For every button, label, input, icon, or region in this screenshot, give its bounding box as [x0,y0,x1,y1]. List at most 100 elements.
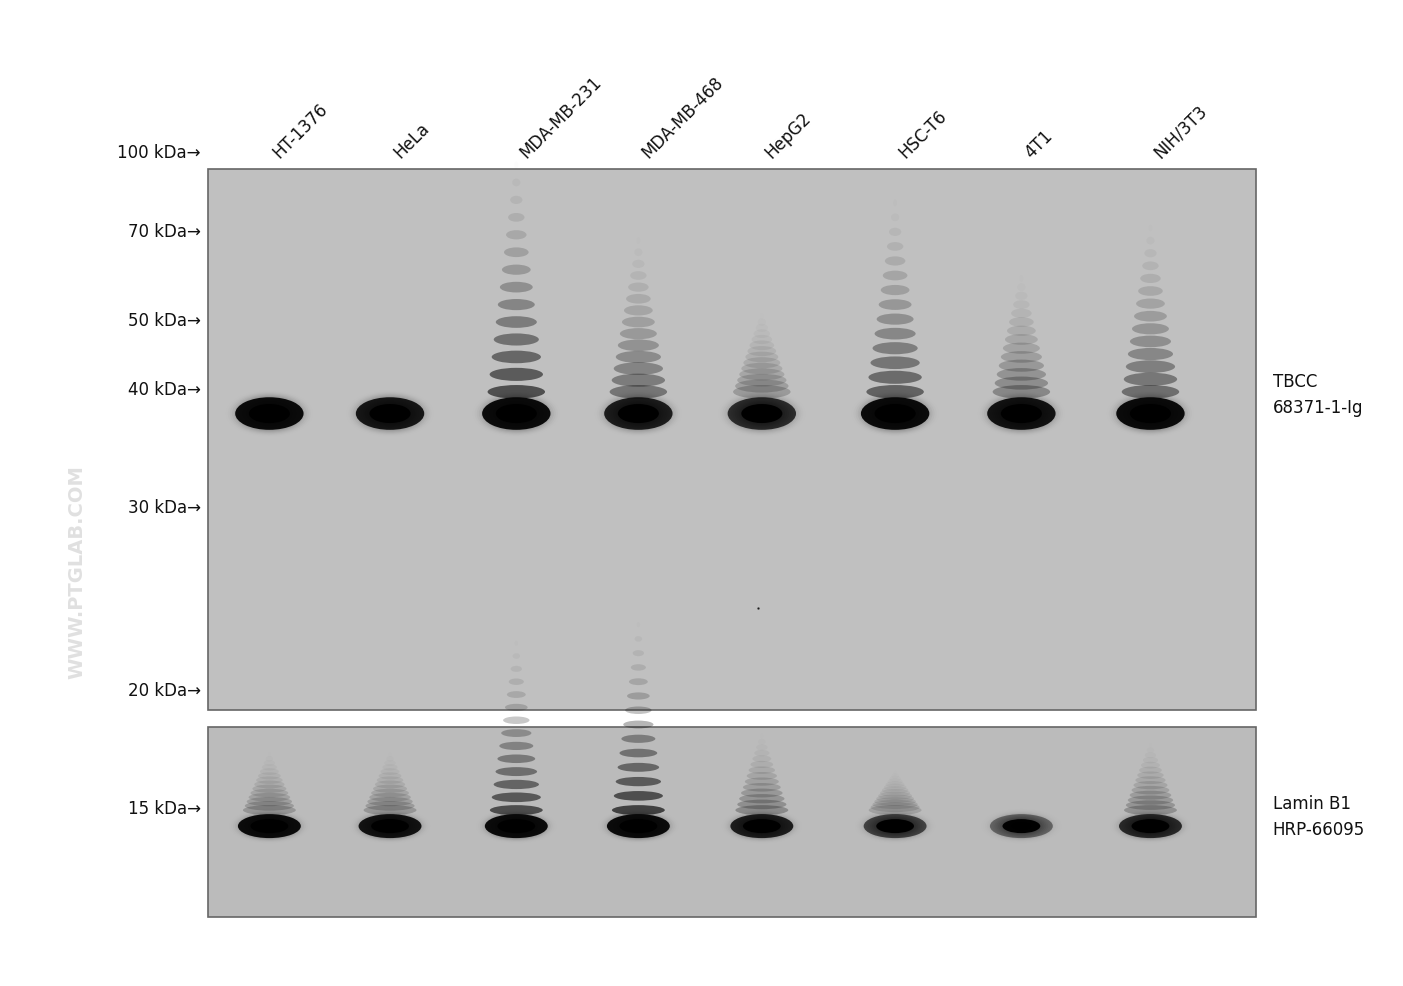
Text: 70 kDa→: 70 kDa→ [128,223,201,241]
Ellipse shape [504,248,529,257]
Ellipse shape [1009,407,1034,421]
Ellipse shape [488,386,544,399]
Ellipse shape [240,813,299,839]
Ellipse shape [1135,406,1166,422]
Ellipse shape [1122,386,1179,399]
Ellipse shape [626,407,651,421]
Ellipse shape [992,398,1051,430]
Ellipse shape [616,777,661,787]
Ellipse shape [986,811,1056,841]
Ellipse shape [887,409,904,419]
Ellipse shape [720,391,804,437]
Ellipse shape [884,821,906,831]
Ellipse shape [484,812,549,840]
Ellipse shape [612,814,665,838]
Ellipse shape [501,819,532,833]
Ellipse shape [870,815,920,837]
Ellipse shape [502,265,530,275]
Ellipse shape [481,811,551,841]
Text: HSC-T6: HSC-T6 [895,106,950,162]
Ellipse shape [873,800,918,810]
Ellipse shape [1136,299,1164,310]
Ellipse shape [1125,815,1176,837]
Ellipse shape [888,410,902,418]
Ellipse shape [382,409,398,419]
Ellipse shape [498,819,535,833]
Ellipse shape [749,767,774,774]
Ellipse shape [615,816,662,836]
Ellipse shape [377,777,403,784]
Ellipse shape [874,403,916,425]
Ellipse shape [1132,819,1169,833]
Ellipse shape [1127,401,1174,427]
Ellipse shape [363,806,417,815]
Ellipse shape [978,390,1065,438]
Ellipse shape [610,386,666,399]
Ellipse shape [1134,781,1167,790]
Ellipse shape [361,398,419,430]
Ellipse shape [1125,400,1176,428]
Ellipse shape [880,789,911,797]
Ellipse shape [366,802,414,810]
Ellipse shape [624,306,652,317]
Ellipse shape [1143,410,1157,418]
Ellipse shape [749,341,774,351]
Ellipse shape [372,818,408,834]
Ellipse shape [478,394,554,434]
Ellipse shape [1142,409,1159,419]
Ellipse shape [231,394,307,434]
Ellipse shape [1003,819,1040,833]
Ellipse shape [735,399,788,429]
Ellipse shape [505,821,528,831]
Ellipse shape [491,815,542,837]
Ellipse shape [745,405,779,423]
Ellipse shape [1141,762,1160,769]
Ellipse shape [349,810,431,843]
Ellipse shape [250,818,289,834]
Ellipse shape [354,810,427,842]
Ellipse shape [613,815,664,837]
Ellipse shape [885,822,905,830]
Ellipse shape [633,651,644,657]
Ellipse shape [1145,823,1156,829]
Ellipse shape [511,823,522,829]
Ellipse shape [622,405,655,423]
Ellipse shape [753,822,770,830]
Ellipse shape [487,398,546,430]
Ellipse shape [1142,822,1159,830]
Ellipse shape [617,763,659,772]
Ellipse shape [262,410,276,418]
Ellipse shape [359,813,421,839]
Ellipse shape [1107,390,1194,438]
Ellipse shape [1134,312,1167,322]
Ellipse shape [1012,310,1031,318]
Ellipse shape [1131,404,1170,424]
Ellipse shape [369,817,411,835]
Ellipse shape [868,814,922,838]
Ellipse shape [1127,816,1174,836]
Ellipse shape [1110,810,1191,843]
Ellipse shape [739,369,784,381]
Ellipse shape [745,352,779,363]
Ellipse shape [630,272,647,281]
Ellipse shape [738,816,786,836]
Text: WWW.PTGLAB.COM: WWW.PTGLAB.COM [67,465,87,678]
Ellipse shape [877,315,913,325]
Ellipse shape [751,761,773,768]
Ellipse shape [359,814,421,838]
Ellipse shape [874,328,916,340]
Ellipse shape [1003,343,1040,354]
Ellipse shape [996,815,1047,837]
Ellipse shape [1010,408,1033,420]
Ellipse shape [631,410,645,418]
Ellipse shape [1120,814,1181,838]
Ellipse shape [502,820,530,832]
Ellipse shape [622,317,655,328]
Text: HT-1376: HT-1376 [269,100,331,162]
Ellipse shape [1131,818,1170,834]
Ellipse shape [731,397,793,431]
Ellipse shape [1120,397,1181,431]
Ellipse shape [244,815,295,837]
Ellipse shape [620,328,657,340]
Ellipse shape [741,404,783,424]
